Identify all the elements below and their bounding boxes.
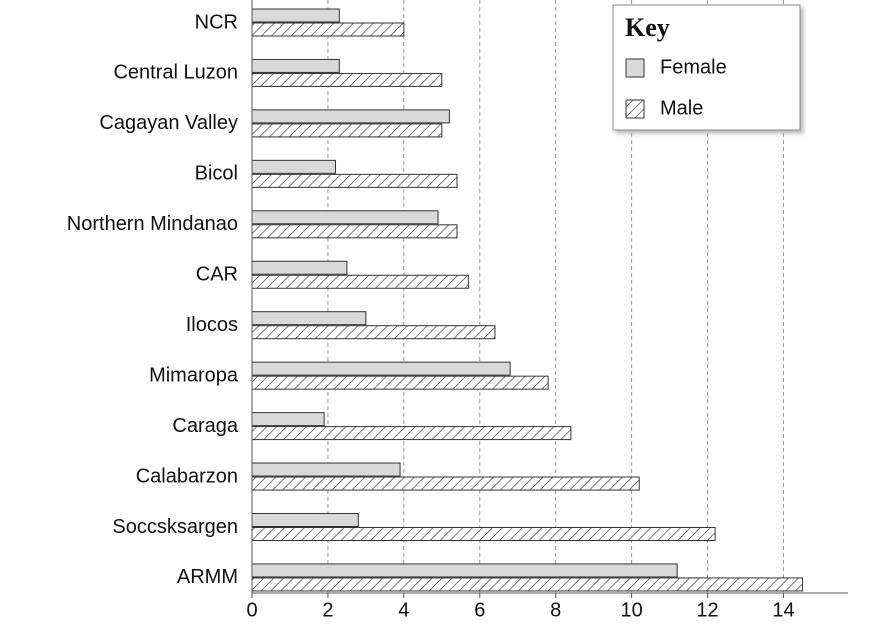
bar	[251, 513, 359, 527]
y-tick-label: Soccsksargen	[112, 516, 238, 538]
legend: Key Female Male	[612, 4, 801, 131]
axes: 0 2 4 6 8 10 12 14 NCR Central Luzon Cagayan Valle…	[67, 0, 848, 621]
bar	[251, 325, 496, 340]
bar	[251, 173, 458, 188]
y-tick-label: Cagayan Valley	[99, 112, 238, 134]
y-tick-label: Calabarzon	[136, 465, 238, 487]
bar	[251, 412, 325, 427]
x-tick-label: 2	[322, 599, 333, 621]
bar	[251, 527, 716, 541]
legend-swatch	[625, 58, 645, 78]
y-tick-label: Bicol	[195, 163, 238, 185]
bars	[251, 8, 803, 592]
legend-label: Female	[660, 56, 727, 78]
bar	[251, 58, 340, 73]
x-tick-label: 14	[772, 599, 794, 621]
bar	[251, 159, 337, 174]
y-tick-label: ARMM	[177, 566, 238, 588]
bar	[251, 260, 348, 275]
bar	[251, 476, 640, 491]
bar	[251, 8, 340, 23]
bar	[251, 274, 469, 289]
x-tick-label: 0	[246, 599, 257, 621]
bar	[251, 462, 401, 477]
bar	[251, 210, 439, 225]
x-tick-label: 8	[550, 599, 561, 621]
bar	[251, 361, 511, 376]
legend-label: Male	[660, 97, 703, 119]
y-tick-label: Ilocos	[186, 314, 238, 336]
x-tick-label: 10	[620, 599, 642, 621]
bar	[251, 22, 405, 37]
bar	[251, 72, 443, 87]
y-tick-label: NCR	[195, 11, 238, 33]
bar	[251, 123, 443, 138]
bar	[251, 109, 450, 124]
y-tick-label: Mimaropa	[149, 364, 239, 386]
y-tick-label: Central Luzon	[113, 62, 238, 84]
bar	[251, 563, 678, 578]
bar	[251, 426, 572, 441]
bar	[251, 224, 458, 239]
x-tick-label: 12	[696, 599, 718, 621]
y-tick-label: Northern Mindanao	[67, 213, 238, 235]
bar	[251, 577, 803, 592]
x-tick-label: 6	[474, 599, 485, 621]
bar	[251, 375, 549, 390]
y-tick-label: CAR	[196, 264, 238, 286]
legend-title: Key	[625, 13, 670, 42]
y-tick-label: Caraga	[172, 415, 238, 437]
x-tick-label: 4	[398, 599, 409, 621]
bar	[251, 311, 367, 326]
legend-swatch	[625, 99, 645, 119]
